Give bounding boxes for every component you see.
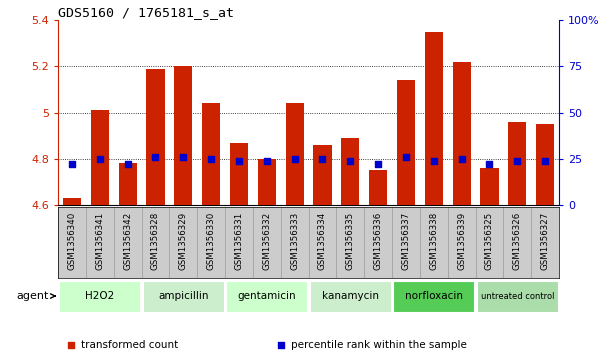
Bar: [508, 122, 526, 205]
Point: [207, 156, 216, 162]
Point: [401, 154, 411, 160]
Text: GSM1356327: GSM1356327: [541, 212, 550, 270]
Bar: [313, 145, 332, 205]
FancyBboxPatch shape: [393, 281, 475, 311]
Point: [318, 156, 327, 162]
Point: [540, 158, 550, 164]
Point: [417, 207, 427, 212]
Text: percentile rank within the sample: percentile rank within the sample: [291, 340, 467, 350]
Point: [234, 158, 244, 164]
Text: GDS5160 / 1765181_s_at: GDS5160 / 1765181_s_at: [58, 6, 234, 19]
Bar: [230, 143, 248, 205]
Text: GSM1356331: GSM1356331: [235, 212, 243, 270]
Bar: [285, 103, 304, 205]
Bar: [369, 170, 387, 205]
Bar: [119, 163, 137, 205]
Bar: [425, 32, 443, 205]
Text: GSM1356342: GSM1356342: [123, 212, 132, 270]
Bar: [91, 110, 109, 205]
Bar: [397, 80, 415, 205]
Point: [290, 156, 299, 162]
FancyBboxPatch shape: [142, 281, 224, 311]
Text: GSM1356328: GSM1356328: [151, 212, 160, 270]
Text: GSM1356332: GSM1356332: [262, 212, 271, 270]
Text: GSM1356334: GSM1356334: [318, 212, 327, 270]
Text: GSM1356335: GSM1356335: [346, 212, 355, 270]
Text: agent: agent: [16, 291, 49, 301]
Text: GSM1356333: GSM1356333: [290, 212, 299, 270]
FancyBboxPatch shape: [310, 281, 391, 311]
Text: transformed count: transformed count: [81, 340, 178, 350]
Text: GSM1356338: GSM1356338: [430, 212, 438, 270]
Bar: [480, 168, 499, 205]
Text: norfloxacin: norfloxacin: [405, 291, 463, 301]
Bar: [342, 138, 359, 205]
Text: GSM1356330: GSM1356330: [207, 212, 216, 270]
Point: [178, 154, 188, 160]
Text: GSM1356341: GSM1356341: [95, 212, 104, 270]
Text: GSM1356337: GSM1356337: [401, 212, 411, 270]
Point: [95, 156, 104, 162]
FancyBboxPatch shape: [59, 281, 141, 311]
Point: [67, 162, 77, 167]
Text: gentamicin: gentamicin: [238, 291, 296, 301]
Bar: [147, 69, 164, 205]
Text: untreated control: untreated control: [481, 291, 554, 301]
Bar: [202, 103, 220, 205]
FancyBboxPatch shape: [226, 281, 307, 311]
Bar: [174, 66, 192, 205]
Text: kanamycin: kanamycin: [322, 291, 379, 301]
Text: ampicillin: ampicillin: [158, 291, 208, 301]
Point: [150, 154, 160, 160]
Bar: [258, 159, 276, 205]
Point: [262, 158, 272, 164]
Point: [123, 162, 133, 167]
FancyBboxPatch shape: [477, 281, 558, 311]
Bar: [536, 124, 554, 205]
Text: GSM1356326: GSM1356326: [513, 212, 522, 270]
Point: [513, 158, 522, 164]
Text: GSM1356339: GSM1356339: [457, 212, 466, 270]
Text: GSM1356325: GSM1356325: [485, 212, 494, 270]
Text: GSM1356336: GSM1356336: [374, 212, 382, 270]
Bar: [453, 62, 470, 205]
Point: [485, 162, 494, 167]
Text: GSM1356340: GSM1356340: [67, 212, 76, 270]
Text: GSM1356329: GSM1356329: [179, 212, 188, 270]
Point: [457, 156, 467, 162]
Bar: [63, 198, 81, 205]
Text: H2O2: H2O2: [85, 291, 114, 301]
Point: [429, 158, 439, 164]
Point: [373, 162, 383, 167]
Point: [345, 158, 355, 164]
